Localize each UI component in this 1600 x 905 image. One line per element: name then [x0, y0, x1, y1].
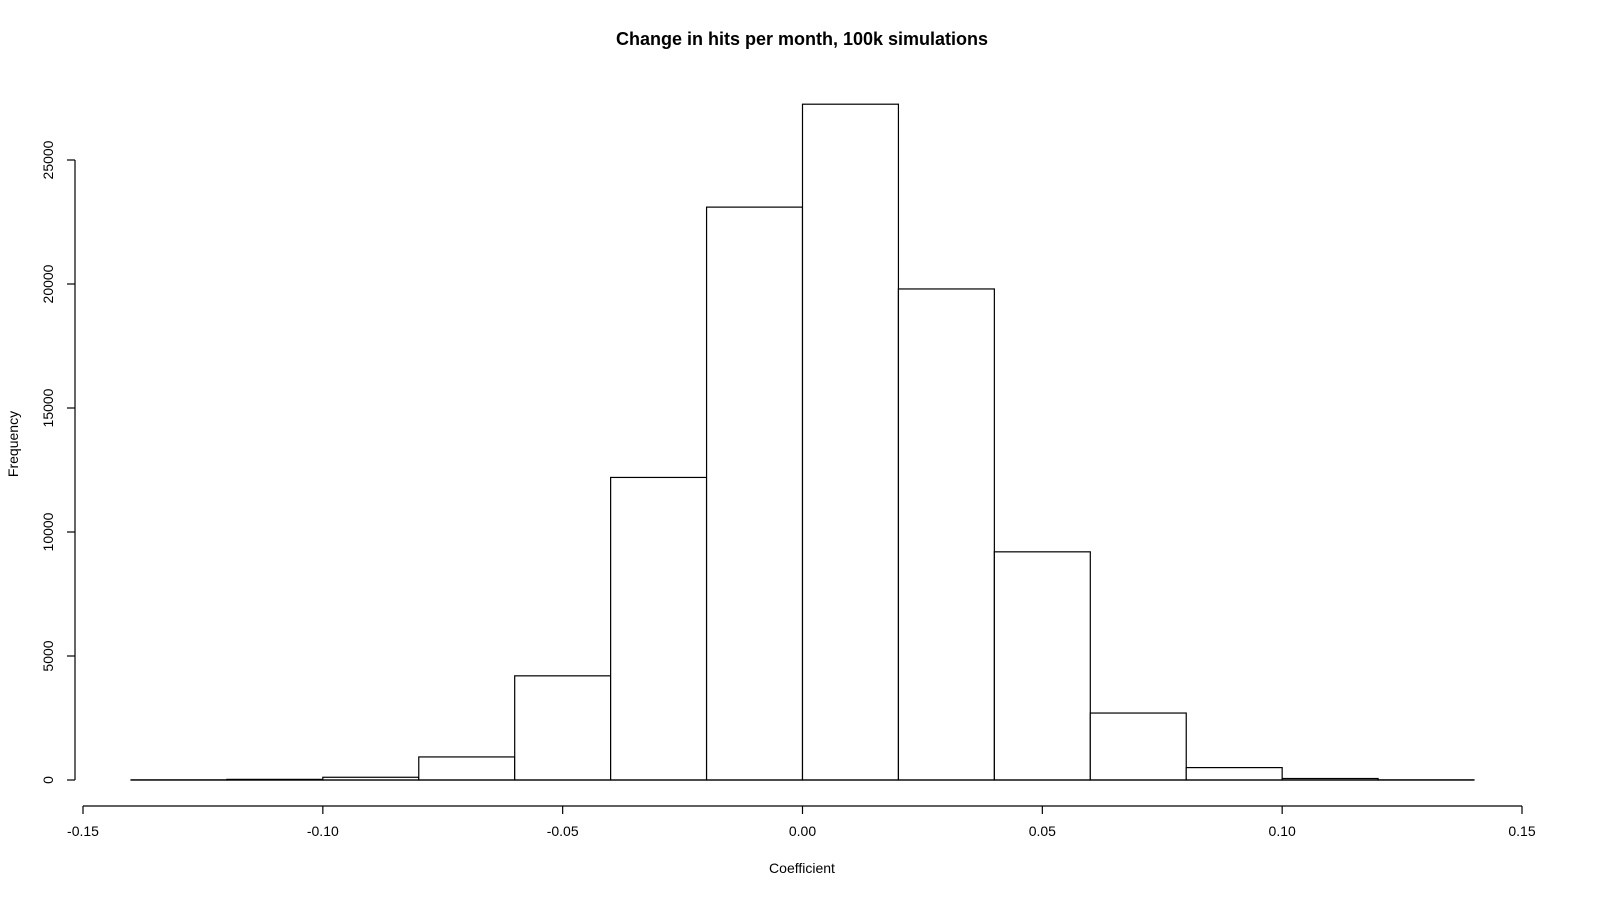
histogram-bar — [515, 676, 611, 780]
y-tick-label: 20000 — [40, 264, 56, 303]
x-tick-label: -0.15 — [67, 823, 99, 839]
y-tick-label: 25000 — [40, 140, 56, 179]
histogram-bar — [994, 552, 1090, 780]
histogram-bar — [1186, 768, 1282, 780]
x-tick-label: 0.15 — [1508, 823, 1535, 839]
histogram-bar — [898, 289, 994, 780]
y-tick-label: 0 — [40, 776, 56, 784]
y-tick-label: 5000 — [40, 640, 56, 671]
x-tick-label: -0.05 — [547, 823, 579, 839]
x-tick-label: 0.00 — [789, 823, 816, 839]
chart-title: Change in hits per month, 100k simulatio… — [616, 29, 988, 49]
histogram-bar — [803, 104, 899, 780]
y-axis: 0 5000 10000 15000 20000 25000 — [40, 140, 75, 784]
histogram-bar — [707, 207, 803, 780]
histogram-bar — [611, 477, 707, 780]
y-tick-label: 15000 — [40, 388, 56, 427]
y-tick-label: 10000 — [40, 512, 56, 551]
y-axis-label: Frequency — [5, 411, 21, 477]
histogram-bar — [1090, 713, 1186, 780]
x-axis-label: Coefficient — [769, 860, 835, 876]
histogram-bar — [419, 757, 515, 780]
x-axis: -0.15 -0.10 -0.05 0.00 0.05 0.10 0.15 — [67, 806, 1536, 839]
x-tick-label: 0.05 — [1029, 823, 1056, 839]
bars-group — [131, 104, 1474, 780]
x-tick-label: 0.10 — [1269, 823, 1296, 839]
x-tick-label: -0.10 — [307, 823, 339, 839]
